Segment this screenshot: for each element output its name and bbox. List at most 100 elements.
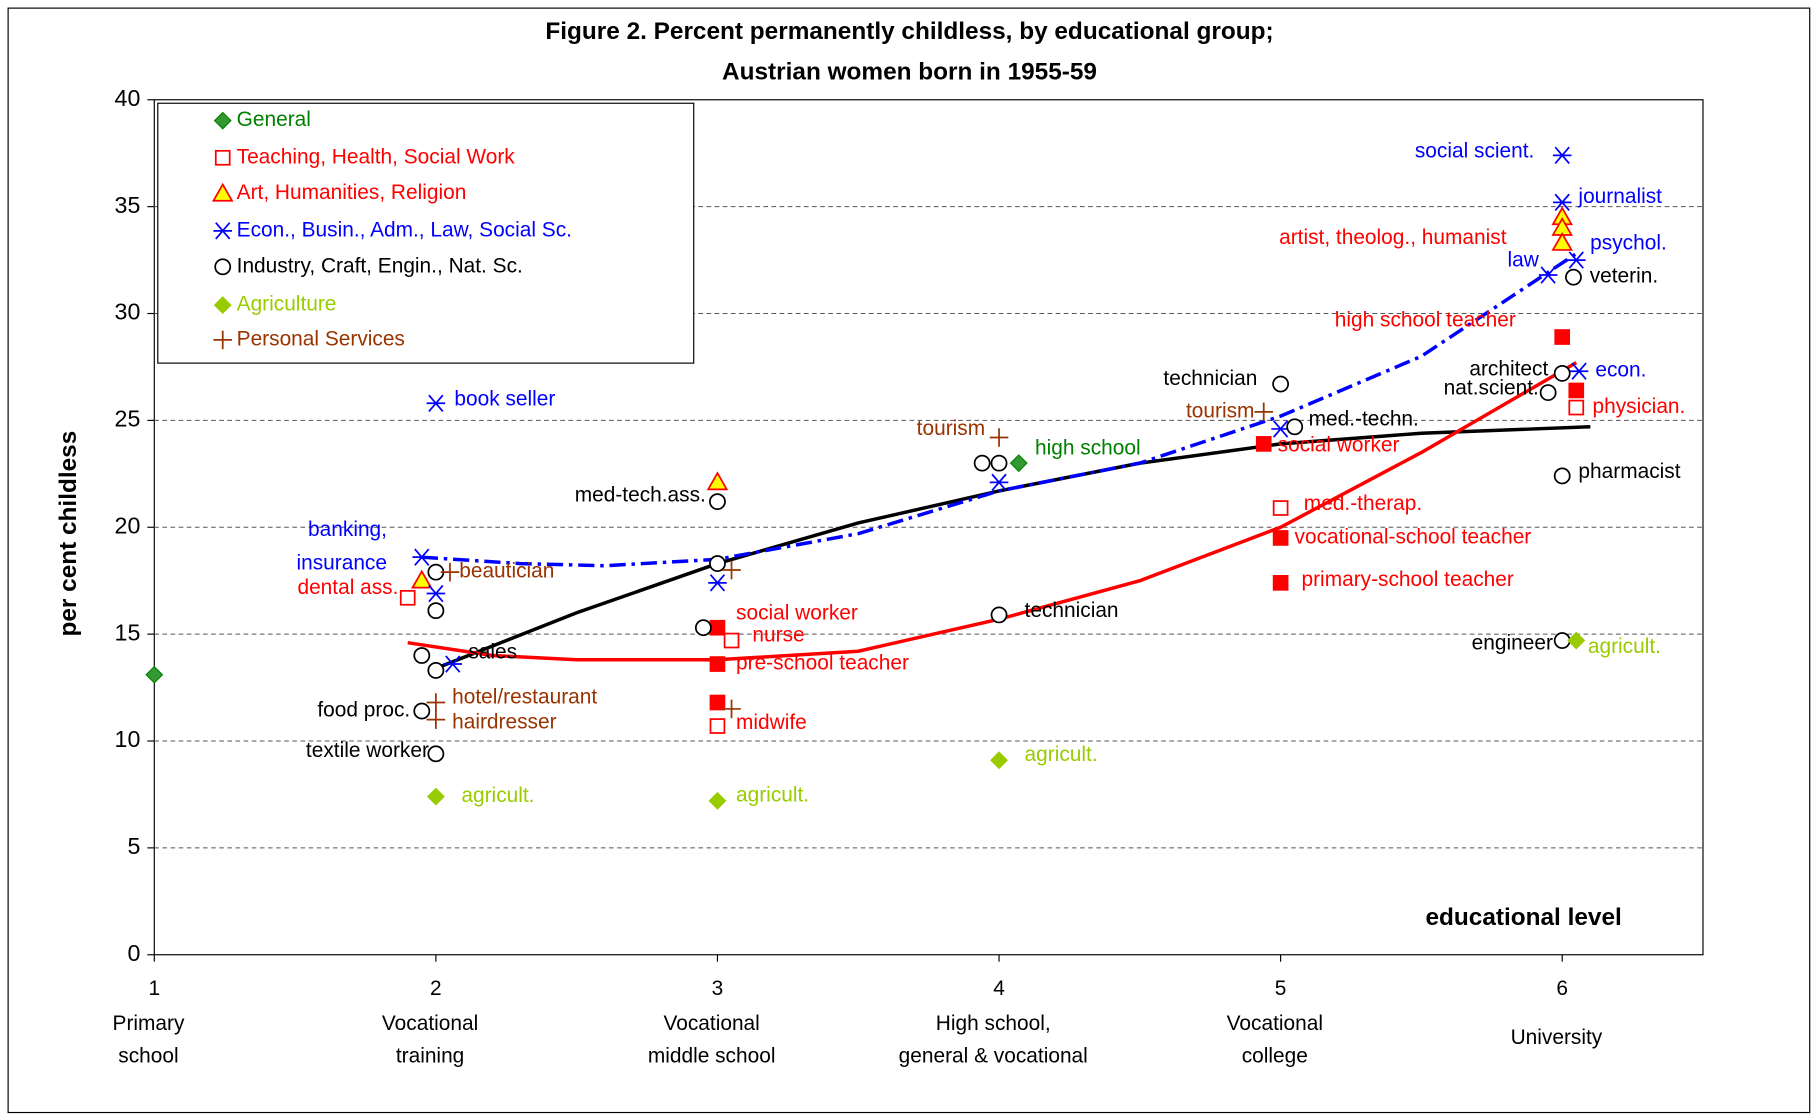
x-category-label: Vocational: [663, 1012, 759, 1035]
legend-marker: [213, 296, 232, 315]
x-axis-label: educational level: [1425, 904, 1621, 931]
marker-asterisk: [708, 574, 727, 592]
marker-triangle: [706, 471, 729, 491]
x-tick-label: 4: [993, 977, 1005, 1000]
x-category-label: Vocational: [1227, 1012, 1323, 1035]
marker-square: [723, 632, 740, 649]
point-label: midwife: [736, 711, 807, 734]
marker-circle: [1553, 467, 1571, 485]
y-tick-label: 20: [115, 512, 141, 538]
marker-circle: [990, 454, 1008, 472]
point-label: food proc.: [317, 699, 410, 722]
legend-label: Personal Services: [237, 327, 405, 350]
marker-plus: [989, 428, 1009, 447]
point-label: beautician: [459, 560, 554, 583]
point-label: veterin.: [1590, 265, 1658, 288]
point-label: hairdresser: [452, 711, 556, 734]
x-category-label: middle school: [648, 1044, 776, 1067]
marker-asterisk: [1569, 362, 1589, 380]
marker-diamond: [1567, 631, 1586, 650]
marker-asterisk: [426, 394, 446, 412]
trend-line: [407, 361, 1578, 662]
marker-circle: [1539, 384, 1557, 402]
point-label: social worker: [736, 601, 858, 624]
point-label: agricult.: [461, 784, 534, 807]
point-label: agricult.: [736, 784, 809, 807]
y-tick-label: 15: [115, 619, 141, 645]
legend-marker: [213, 222, 233, 240]
point-label: pre-school teacher: [736, 652, 909, 675]
marker-circle: [694, 619, 712, 637]
marker-square: [709, 694, 726, 711]
marker-circle: [1286, 418, 1304, 436]
point-label: banking,: [308, 518, 387, 541]
marker-triangle: [411, 569, 433, 589]
x-category-label: Primary: [113, 1012, 185, 1035]
x-category-label: school: [118, 1044, 178, 1067]
point-label: journalist: [1577, 185, 1662, 208]
point-label: med-tech.ass.: [575, 483, 706, 506]
point-label: textile worker: [306, 739, 429, 762]
point-label: psychol.: [1590, 231, 1667, 254]
x-category-label: University: [1511, 1026, 1603, 1049]
legend-label: Art, Humanities, Religion: [237, 181, 467, 204]
point-label: engineer: [1472, 632, 1553, 655]
marker-circle: [709, 555, 726, 573]
x-tick-label: 6: [1556, 977, 1568, 1000]
marker-square: [709, 718, 726, 734]
marker-asterisk: [1566, 251, 1586, 269]
y-tick-label: 10: [115, 726, 141, 752]
marker-plus: [722, 699, 741, 719]
marker-square: [1272, 500, 1289, 516]
marker-asterisk: [1552, 146, 1572, 165]
marker-circle: [973, 454, 991, 472]
legend-marker: [211, 182, 234, 202]
marker-square: [1568, 382, 1585, 399]
marker-plus: [440, 562, 460, 582]
point-label: physician.: [1593, 395, 1686, 418]
marker-circle: [427, 662, 445, 679]
legend-marker: [214, 149, 231, 166]
marker-diamond: [145, 665, 164, 684]
point-label: agricult.: [1025, 743, 1098, 766]
x-category-label: general & vocational: [899, 1044, 1088, 1067]
point-label: architect: [1469, 357, 1548, 380]
point-label: vocational-school teacher: [1295, 525, 1532, 548]
point-label: artist, theolog., humanist: [1279, 226, 1507, 249]
legend-label: Teaching, Health, Social Work: [237, 145, 516, 168]
point-label: technician: [1163, 367, 1257, 390]
x-category-label: Vocational: [382, 1012, 478, 1035]
point-label: book seller: [454, 387, 555, 410]
y-tick-label: 25: [115, 406, 141, 432]
legend-label: Econ., Busin., Adm., Law, Social Sc.: [237, 218, 572, 241]
marker-circle: [427, 602, 445, 620]
marker-square: [1255, 436, 1272, 452]
point-label: law: [1508, 249, 1540, 272]
x-category-label: training: [396, 1044, 464, 1067]
point-label: technician: [1025, 599, 1119, 622]
point-label: dental ass.: [297, 576, 398, 599]
y-axis-label: per cent childless: [55, 431, 82, 637]
x-category-label: college: [1242, 1044, 1308, 1067]
legend-box: [157, 102, 695, 364]
chart-title: Austrian women born in 1955-59: [722, 59, 1097, 86]
point-label: social scient.: [1415, 139, 1535, 162]
marker-plus: [1254, 402, 1274, 422]
marker-plus: [426, 693, 446, 712]
x-tick-label: 5: [1275, 977, 1287, 1000]
marker-asterisk: [989, 473, 1009, 492]
point-label: pharmacist: [1578, 460, 1680, 483]
frame: [7, 7, 1811, 1114]
legend: General Teaching, Health, Social Work Art,…: [157, 102, 695, 364]
point-label: med.-therap.: [1304, 492, 1422, 515]
point-label: tourism: [917, 417, 985, 440]
point-label: primary-school teacher: [1302, 568, 1514, 591]
point-label: econ.: [1595, 359, 1646, 382]
marker-circle: [427, 745, 445, 763]
marker-diamond: [990, 751, 1008, 770]
marker-square: [1568, 399, 1585, 416]
marker-plus: [426, 710, 446, 729]
marker-square: [1272, 530, 1289, 546]
marker-circle: [1553, 364, 1571, 382]
x-tick-label: 1: [148, 977, 160, 1000]
